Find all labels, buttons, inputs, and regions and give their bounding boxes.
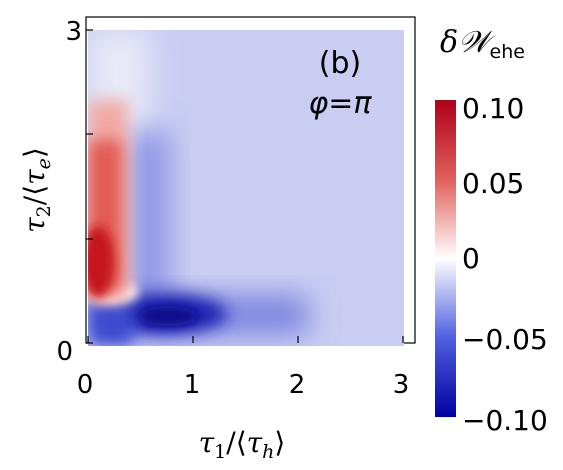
blue-minimum-core (138, 306, 198, 326)
panel-label: (b) (319, 46, 361, 81)
y-tick-label-3: 3 (65, 17, 82, 47)
red-core (88, 226, 114, 298)
x-axis (87, 336, 404, 343)
x-tick-label-3: 3 (393, 370, 410, 400)
y-axis (86, 29, 93, 344)
colorbar-tick-0.05: 0.05 (462, 167, 524, 200)
colorbar-tick-neg0.10: −0.10 (462, 404, 548, 437)
colorbar-tick-0: 0 (462, 242, 480, 275)
phase-annotation: φ=π (309, 86, 373, 121)
colorbar: δ𝒲ehe 0.10 0.05 0 −0.05 −0.10 (435, 25, 548, 437)
x-axis-label: τ1/⟨τh⟩ (199, 426, 286, 463)
heatmap-field (88, 30, 404, 346)
y-axis-label: τ2/⟨τe⟩ (18, 147, 55, 233)
x-tick-label-1: 1 (184, 370, 201, 400)
colorbar-title: δ𝒲ehe (440, 25, 525, 63)
colorbar-tick-0.10: 0.10 (462, 92, 524, 125)
blue-left-bottom (88, 300, 133, 346)
x-tick-label-0: 0 (77, 370, 94, 400)
y-tick-label-0: 0 (56, 337, 73, 367)
colorbar-gradient (435, 100, 456, 417)
x-tick-label-2: 2 (289, 370, 306, 400)
colorbar-tick-neg0.05: −0.05 (462, 323, 548, 356)
